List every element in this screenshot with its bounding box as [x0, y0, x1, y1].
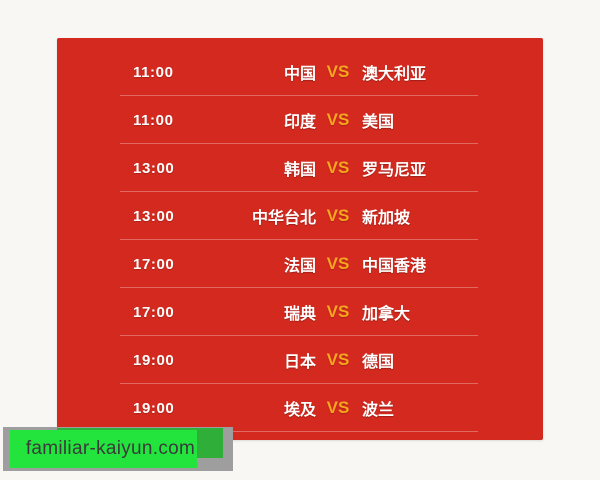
home-team: 法国 [283, 258, 316, 275]
home-team: 瑞典 [283, 306, 316, 323]
match-row: 11:00 印度 VS 美国 [57, 96, 543, 144]
match-time: 13:00 [133, 207, 175, 225]
match-row: 13:00 中华台北 VS 新加坡 [57, 192, 543, 240]
away-team: 加拿大 [362, 306, 411, 323]
away-team: 澳大利亚 [362, 66, 427, 83]
home-team: 中国 [283, 66, 316, 83]
home-team: 中华台北 [251, 210, 316, 227]
match-schedule-panel: 11:00 中国 VS 澳大利亚 11:00 印度 VS 美国 13:00 韩国… [57, 38, 543, 440]
watermark-link[interactable]: familiar-kaiyun.com [10, 430, 197, 468]
match-row: 19:00 日本 VS 德国 [57, 336, 543, 384]
vs-label: VS [326, 62, 350, 81]
match-time: 17:00 [133, 303, 175, 321]
match-row: 11:00 中国 VS 澳大利亚 [57, 48, 543, 96]
vs-label: VS [326, 398, 350, 417]
away-team: 波兰 [362, 402, 395, 419]
away-team: 中国香港 [362, 258, 427, 275]
vs-label: VS [326, 158, 350, 177]
watermark-text: familiar-kaiyun.com [25, 438, 196, 459]
match-time: 17:00 [133, 255, 175, 273]
match-time: 11:00 [133, 111, 174, 129]
match-row: 13:00 韩国 VS 罗马尼亚 [57, 144, 543, 192]
match-time: 13:00 [133, 159, 175, 177]
away-team: 罗马尼亚 [362, 162, 427, 179]
match-row: 17:00 瑞典 VS 加拿大 [57, 288, 543, 336]
vs-label: VS [326, 350, 350, 369]
match-row: 17:00 法国 VS 中国香港 [57, 240, 543, 288]
home-team: 韩国 [283, 162, 316, 179]
vs-label: VS [326, 206, 350, 225]
home-team: 日本 [283, 354, 316, 371]
match-row: 19:00 埃及 VS 波兰 [57, 384, 543, 432]
away-team: 美国 [362, 114, 395, 131]
vs-label: VS [326, 302, 350, 321]
vs-label: VS [326, 254, 350, 273]
away-team: 新加坡 [362, 210, 411, 227]
match-time: 11:00 [133, 63, 174, 81]
match-time: 19:00 [133, 399, 175, 417]
away-team: 德国 [362, 354, 395, 371]
match-list: 11:00 中国 VS 澳大利亚 11:00 印度 VS 美国 13:00 韩国… [57, 48, 543, 432]
home-team: 印度 [283, 114, 316, 131]
home-team: 埃及 [283, 402, 316, 419]
vs-label: VS [326, 110, 350, 129]
match-time: 19:00 [133, 351, 175, 369]
